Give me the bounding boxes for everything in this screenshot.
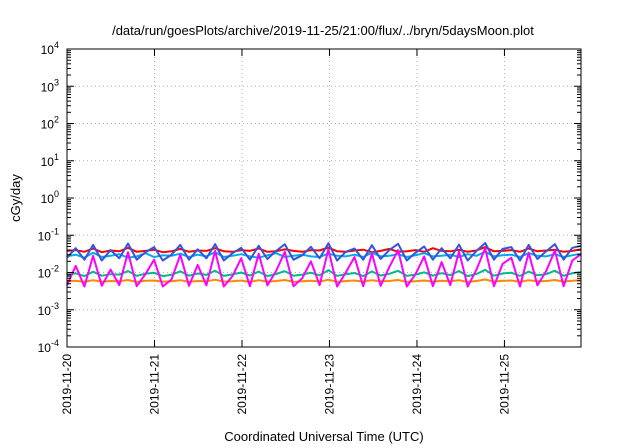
- y-axis-label: cGy/day: [8, 174, 23, 222]
- y-tick-label: 101: [41, 152, 59, 169]
- series-line-5: [66, 278, 582, 283]
- y-tick-label: 102: [41, 115, 59, 132]
- y-tick-label: 10-3: [38, 301, 59, 318]
- y-tick-label: 10-1: [38, 226, 59, 243]
- x-tick-label: 2019-11-24: [410, 354, 424, 415]
- y-tick-label: 100: [41, 189, 59, 206]
- x-tick-label: 2019-11-23: [322, 354, 336, 415]
- series-line-2: [66, 250, 582, 259]
- series-line-3: [66, 242, 582, 262]
- grid: [67, 49, 581, 347]
- y-tick-label: 104: [41, 40, 59, 57]
- x-axis-ticks: 2019-11-20 2019-11-21 2019-11-22 2019-11-23…: [60, 49, 511, 415]
- y-tick-label: 10-2: [38, 264, 59, 281]
- y-tick-label: 10-4: [38, 338, 59, 355]
- y-axis-ticks: 10-4 10-3 10-2 10-1 100 101 102 103 104: [38, 40, 581, 355]
- x-tick-label: 2019-11-25: [497, 354, 511, 415]
- chart-title: /data/run/goesPlots/archive/2019-11-25/2…: [112, 23, 534, 38]
- series-line-4: [66, 268, 582, 278]
- series-line-6: [66, 247, 582, 288]
- y-tick-label: 103: [41, 77, 59, 94]
- series-layer: [66, 242, 582, 288]
- x-tick-label: 2019-11-22: [235, 354, 249, 415]
- x-axis-label: Coordinated Universal Time (UTC): [224, 429, 423, 444]
- x-tick-label: 2019-11-20: [60, 354, 74, 415]
- x-tick-label: 2019-11-21: [147, 354, 161, 415]
